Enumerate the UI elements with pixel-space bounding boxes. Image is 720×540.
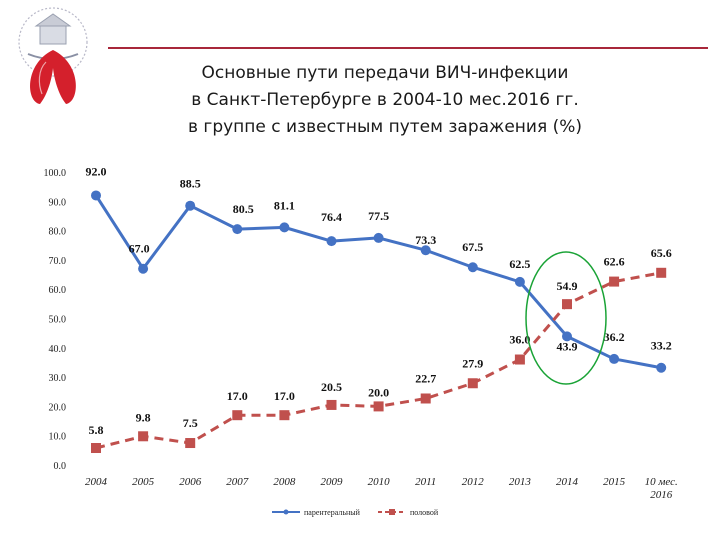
data-label-sexual: 20.0 [368, 385, 389, 399]
data-label-sexual: 65.6 [651, 246, 672, 260]
header-rule [108, 47, 708, 49]
data-label-parenteral: 67.5 [462, 240, 483, 254]
data-point-sexual [91, 443, 101, 454]
data-point-parenteral [420, 245, 431, 256]
y-tick-label: 80.0 [49, 227, 67, 238]
x-tick-label: 2005 [132, 476, 155, 488]
x-tick-label: 2013 [509, 476, 532, 488]
y-tick-label: 40.0 [49, 344, 67, 355]
title-line-1: Основные пути передачи ВИЧ-инфекции [201, 63, 569, 83]
data-label-parenteral: 80.5 [233, 202, 254, 216]
y-tick-label: 50.0 [49, 315, 67, 326]
data-point-sexual [514, 354, 525, 365]
x-tick-label: 2014 [556, 476, 579, 488]
data-label-sexual: 9.8 [136, 410, 151, 424]
data-point-sexual [185, 438, 196, 449]
data-label-parenteral: 43.9 [557, 339, 578, 353]
data-label-parenteral: 33.2 [651, 339, 672, 353]
x-tick-label: 2006 [179, 476, 202, 488]
y-axis: 100.0 90.0 80.0 70.0 60.0 50.0 40.0 30.0 20.0 10.… [44, 168, 67, 472]
legend-marker-parenteral [283, 509, 289, 515]
data-label-sexual: 17.0 [227, 389, 248, 403]
legend: парентеральный половой [272, 508, 439, 517]
legend-marker-sexual [389, 509, 395, 515]
data-point-sexual [467, 378, 478, 389]
data-point-parenteral [609, 353, 620, 364]
x-axis: 2004 2005 2006 2007 2008 2009 2010 2011 2012 2013… [85, 476, 678, 501]
data-point-parenteral [514, 276, 525, 287]
y-tick-label: 10.0 [49, 432, 67, 443]
data-label-parenteral: 81.1 [274, 198, 295, 212]
x-tick-label: 2010 [368, 476, 391, 488]
data-label-parenteral: 62.5 [509, 257, 530, 271]
data-point-sexual [562, 299, 572, 310]
data-label-sexual: 17.0 [274, 389, 295, 403]
series-parenteral [91, 190, 667, 373]
data-point-sexual [138, 431, 149, 442]
legend-label-sexual: половой [410, 508, 439, 517]
y-tick-label: 70.0 [49, 256, 67, 267]
data-label-parenteral: 77.5 [368, 209, 389, 223]
data-point-sexual [373, 401, 384, 412]
data-point-parenteral [373, 232, 384, 243]
y-tick-label: 60.0 [49, 285, 67, 296]
title-line-3: в группе с известным путем заражения (%) [187, 117, 583, 137]
x-tick-label: 2011 [415, 476, 436, 488]
data-label-sexual: 7.5 [183, 416, 198, 430]
data-label-sexual: 20.5 [321, 380, 342, 394]
y-tick-label: 0.0 [54, 461, 67, 472]
x-tick-label: 2004 [85, 476, 108, 488]
data-point-parenteral [467, 262, 478, 273]
x-tick-label: 10 мес. 2016 [645, 476, 678, 501]
data-label-parenteral: 73.3 [415, 233, 436, 247]
y-tick-label: 90.0 [49, 197, 67, 208]
data-point-parenteral [326, 236, 337, 247]
data-label-parenteral: 36.2 [604, 330, 625, 344]
highlight-circle [525, 251, 607, 385]
data-point-parenteral [562, 331, 572, 342]
series-sexual [91, 267, 667, 454]
legend-label-parenteral: парентеральный [304, 508, 361, 517]
data-point-parenteral [91, 190, 101, 201]
x-tick-label: 2012 [462, 476, 485, 488]
data-label-parenteral: 67.0 [129, 242, 150, 256]
crossover-ellipse [525, 251, 607, 385]
data-point-parenteral [185, 200, 196, 211]
data-label-sexual: 54.9 [557, 279, 578, 293]
data-point-parenteral [279, 222, 290, 233]
data-point-sexual [656, 267, 667, 278]
y-tick-label: 20.0 [49, 402, 67, 413]
data-label-parenteral: 76.4 [321, 210, 342, 224]
data-label-sexual: 5.8 [89, 423, 104, 437]
data-label-sexual: 62.6 [604, 255, 625, 269]
data-label-sexual: 36.0 [509, 333, 530, 347]
data-point-parenteral [232, 224, 243, 235]
data-label-sexual: 27.9 [462, 356, 483, 370]
y-tick-label: 30.0 [49, 373, 67, 384]
x-tick-label: 2015 [603, 476, 626, 488]
title-line-2: в Санкт-Петербурге в 2004-10 мес.2016 гг… [191, 90, 579, 110]
data-point-sexual [326, 399, 337, 410]
chart-title: Основные пути передачи ВИЧ-инфекции в Са… [150, 60, 620, 141]
x-tick-label: 2009 [321, 476, 344, 488]
data-label-parenteral: 92.0 [86, 164, 107, 178]
y-tick-label: 100.0 [44, 168, 67, 179]
data-labels: 92.0 67.0 88.5 80.5 81.1 76.4 77.5 73.3 67.5 62.5… [86, 164, 672, 437]
city-emblem-logo [18, 7, 88, 104]
series-line-sexual [95, 271, 662, 450]
data-point-sexual [609, 276, 620, 287]
data-point-sexual [232, 410, 243, 421]
x-tick-label: 2008 [273, 476, 296, 488]
data-point-sexual [420, 393, 431, 404]
data-point-sexual [279, 410, 290, 421]
x-tick-label: 2007 [226, 476, 249, 488]
data-point-parenteral [138, 263, 149, 274]
data-label-sexual: 22.7 [415, 371, 436, 385]
data-point-parenteral [656, 362, 667, 373]
data-label-parenteral: 88.5 [180, 177, 201, 191]
